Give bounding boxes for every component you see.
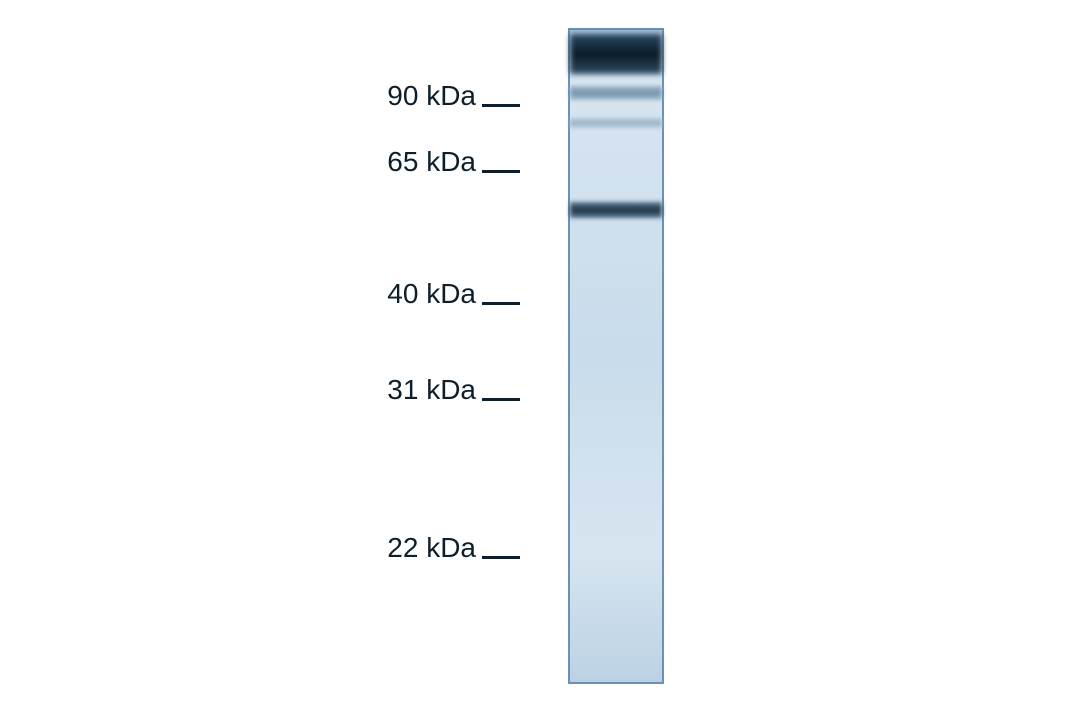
mw-marker-tick: [482, 398, 520, 401]
mw-marker-label: 22 kDa: [320, 532, 476, 564]
blot-figure: 90 kDa 65 kDa 40 kDa 31 kDa 22 kDa: [0, 0, 1080, 720]
mw-marker: 65 kDa: [320, 134, 520, 190]
mw-marker-tick: [482, 170, 520, 173]
mw-marker-tick: [482, 556, 520, 559]
lane-wrap: [568, 28, 664, 684]
blot-lane: [568, 28, 664, 684]
mw-marker: 40 kDa: [320, 266, 520, 322]
mw-marker-label: 40 kDa: [320, 278, 476, 310]
mw-marker-label: 31 kDa: [320, 374, 476, 406]
mw-marker-tick: [482, 104, 520, 107]
blot-band: [570, 118, 662, 128]
mw-marker: 31 kDa: [320, 362, 520, 418]
mw-marker-tick: [482, 302, 520, 305]
blot-band: [570, 86, 662, 100]
mw-marker: 90 kDa: [320, 68, 520, 124]
mw-marker: 22 kDa: [320, 520, 520, 576]
mw-marker-label: 65 kDa: [320, 146, 476, 178]
blot-band: [570, 34, 662, 74]
mw-marker-label: 90 kDa: [320, 80, 476, 112]
blot-band: [570, 202, 662, 218]
